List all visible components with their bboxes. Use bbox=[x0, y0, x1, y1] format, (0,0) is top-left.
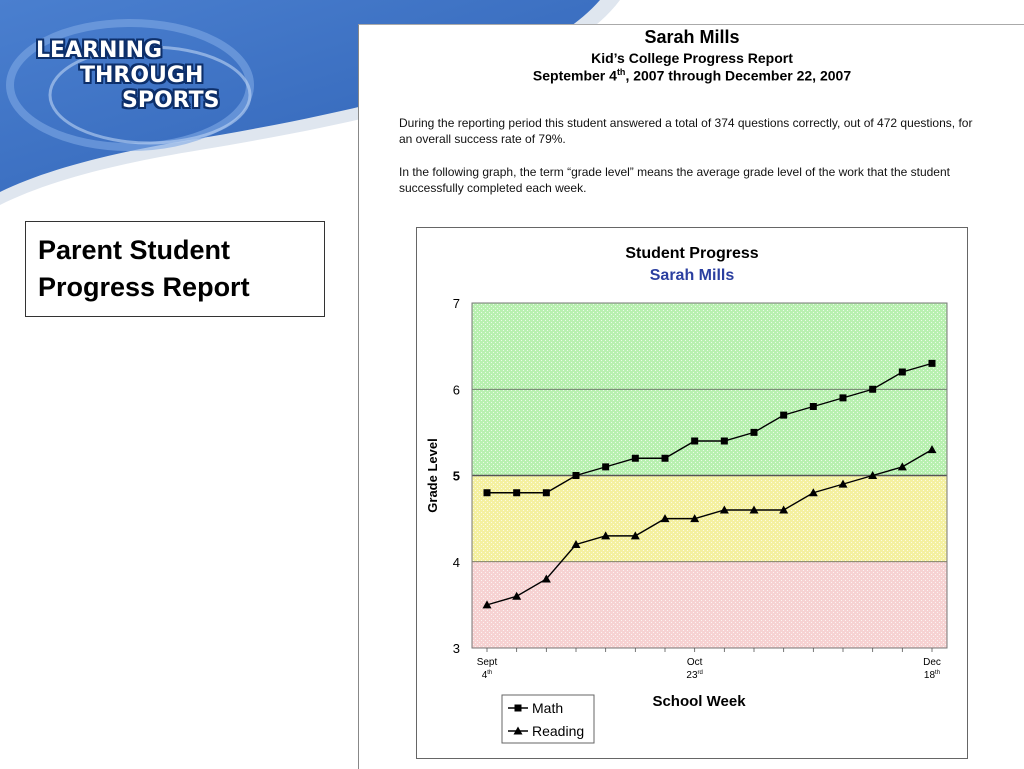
data-point bbox=[719, 505, 729, 514]
data-point bbox=[602, 463, 610, 471]
student-progress-chart: Student Progress Sarah Mills 3 4 5 6 7 Sept 4th O… bbox=[416, 227, 968, 759]
report-subtitle: Kid’s College Progress Report bbox=[591, 50, 793, 66]
data-point bbox=[839, 394, 847, 402]
x-tick-label: 18th bbox=[924, 670, 940, 681]
report-student-name: Sarah Mills bbox=[644, 27, 740, 47]
x-tick-label-suffix: th bbox=[487, 670, 492, 676]
plot-area-border bbox=[471, 302, 948, 649]
data-point bbox=[542, 489, 550, 497]
date-end: , 2007 through December 22, 2007 bbox=[625, 67, 852, 84]
data-point bbox=[512, 591, 522, 600]
data-point bbox=[898, 368, 906, 376]
data-point bbox=[513, 489, 521, 497]
x-tick-label: Dec bbox=[923, 657, 941, 668]
data-point bbox=[541, 574, 551, 583]
report-grade-level-paragraph: In the following graph, the term “grade … bbox=[399, 165, 950, 195]
legend-label: Reading bbox=[532, 723, 584, 739]
data-point bbox=[868, 471, 878, 479]
x-tick-label-suffix: th bbox=[935, 670, 940, 676]
logo-line: THROUGH bbox=[80, 63, 204, 88]
x-tick-label: 4th bbox=[482, 670, 493, 681]
grade-band bbox=[472, 303, 947, 390]
data-point bbox=[660, 514, 670, 523]
data-point bbox=[571, 540, 581, 548]
series-math bbox=[483, 359, 936, 497]
x-tick-label: 23rd bbox=[686, 670, 702, 681]
data-point bbox=[690, 514, 700, 523]
chart-legend: Math Reading bbox=[501, 694, 595, 744]
x-tick-label: Sept bbox=[477, 657, 498, 668]
legend-label: Math bbox=[532, 700, 563, 716]
data-point bbox=[809, 403, 817, 410]
series-line bbox=[487, 362, 933, 494]
slide-title-line: Parent Student bbox=[38, 235, 231, 265]
slide-title-line: Progress Report bbox=[38, 272, 250, 302]
data-point bbox=[601, 531, 611, 540]
series-reading bbox=[482, 445, 937, 609]
grade-band bbox=[472, 475, 947, 562]
chart-subtitle: Sarah Mills bbox=[650, 267, 735, 284]
y-tick-label: 4 bbox=[453, 555, 460, 570]
y-tick-label: 5 bbox=[453, 469, 460, 484]
data-point bbox=[838, 479, 848, 488]
progress-report-document: Sarah Mills Kid’s College Progress Repor… bbox=[358, 24, 1024, 769]
y-tick-label: 6 bbox=[453, 382, 460, 397]
y-tick-label: 3 bbox=[453, 641, 460, 656]
data-point bbox=[483, 489, 491, 497]
report-date-range: September 4th, 2007 through December 22,… bbox=[359, 67, 1024, 84]
data-point bbox=[928, 359, 936, 367]
slide-title: Parent Student Progress Report bbox=[25, 221, 325, 317]
x-tick-label: Oct bbox=[687, 657, 703, 668]
data-point bbox=[808, 488, 818, 497]
data-point bbox=[869, 385, 877, 393]
data-point bbox=[482, 600, 492, 609]
data-point bbox=[780, 411, 788, 419]
legend-swatch-marker bbox=[514, 704, 522, 712]
data-point bbox=[661, 454, 669, 462]
data-point bbox=[779, 505, 789, 514]
data-point bbox=[897, 462, 907, 471]
report-summary-paragraph: During the reporting period this student… bbox=[399, 116, 973, 146]
logo-line: LEARNING bbox=[36, 38, 163, 63]
date-start: September 4 bbox=[532, 67, 617, 84]
data-point bbox=[691, 437, 699, 445]
logo-line: SPORTS bbox=[122, 88, 220, 113]
y-tick-label: 7 bbox=[453, 296, 460, 311]
legend-box bbox=[501, 694, 595, 744]
data-point bbox=[631, 454, 639, 462]
chart-title: Student Progress bbox=[625, 245, 758, 262]
learning-through-sports-logo: LEARNING THROUGH SPORTS bbox=[36, 38, 236, 138]
data-point bbox=[750, 428, 758, 436]
data-point bbox=[720, 437, 728, 445]
data-point bbox=[572, 472, 580, 479]
chart-canvas: Student Progress Sarah Mills 3 4 5 6 7 Sept 4th O… bbox=[425, 245, 948, 744]
grade-band bbox=[472, 561, 947, 648]
x-tick-label-suffix: rd bbox=[698, 670, 703, 676]
x-axis-label: School Week bbox=[652, 693, 746, 710]
date-suffix: th bbox=[616, 67, 626, 77]
grade-band bbox=[472, 389, 947, 476]
series-line bbox=[486, 449, 933, 606]
data-point bbox=[630, 531, 640, 540]
data-point bbox=[927, 445, 937, 454]
y-axis-label: Grade Level bbox=[425, 438, 440, 512]
data-point bbox=[749, 505, 759, 514]
legend-swatch-marker bbox=[513, 726, 523, 735]
